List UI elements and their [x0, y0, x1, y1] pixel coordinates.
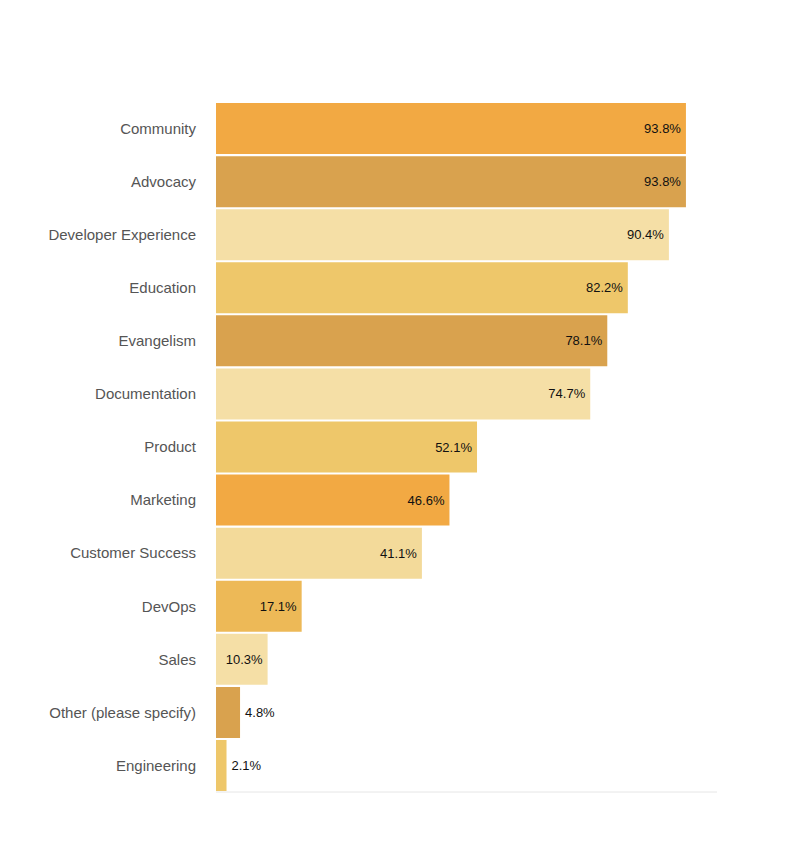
svg-text:93.8%: 93.8% [644, 121, 681, 136]
svg-text:17.1%: 17.1% [260, 599, 297, 614]
svg-text:52.1%: 52.1% [435, 440, 472, 455]
svg-text:Marketing: Marketing [130, 491, 196, 508]
svg-text:Developer Experience: Developer Experience [48, 226, 196, 243]
svg-text:74.7%: 74.7% [548, 386, 585, 401]
svg-text:82.2%: 82.2% [586, 280, 623, 295]
svg-text:46.6%: 46.6% [408, 493, 445, 508]
svg-text:Community: Community [120, 120, 196, 137]
svg-text:Evangelism: Evangelism [118, 332, 196, 349]
svg-text:Education: Education [129, 279, 196, 296]
svg-text:41.1%: 41.1% [380, 546, 417, 561]
svg-text:2.1%: 2.1% [232, 758, 262, 773]
svg-text:Product: Product [144, 438, 197, 455]
svg-text:Advocacy: Advocacy [131, 173, 197, 190]
svg-text:DevOps: DevOps [142, 598, 196, 615]
svg-text:93.8%: 93.8% [644, 174, 681, 189]
svg-text:Engineering: Engineering [116, 757, 196, 774]
svg-text:10.3%: 10.3% [226, 652, 263, 667]
svg-text:4.8%: 4.8% [245, 705, 275, 720]
svg-text:Other (please specify): Other (please specify) [49, 704, 196, 721]
svg-text:Sales: Sales [158, 651, 196, 668]
svg-text:Documentation: Documentation [95, 385, 196, 402]
svg-text:90.4%: 90.4% [627, 227, 664, 242]
svg-text:78.1%: 78.1% [565, 333, 602, 348]
svg-text:Customer Success: Customer Success [70, 544, 196, 561]
